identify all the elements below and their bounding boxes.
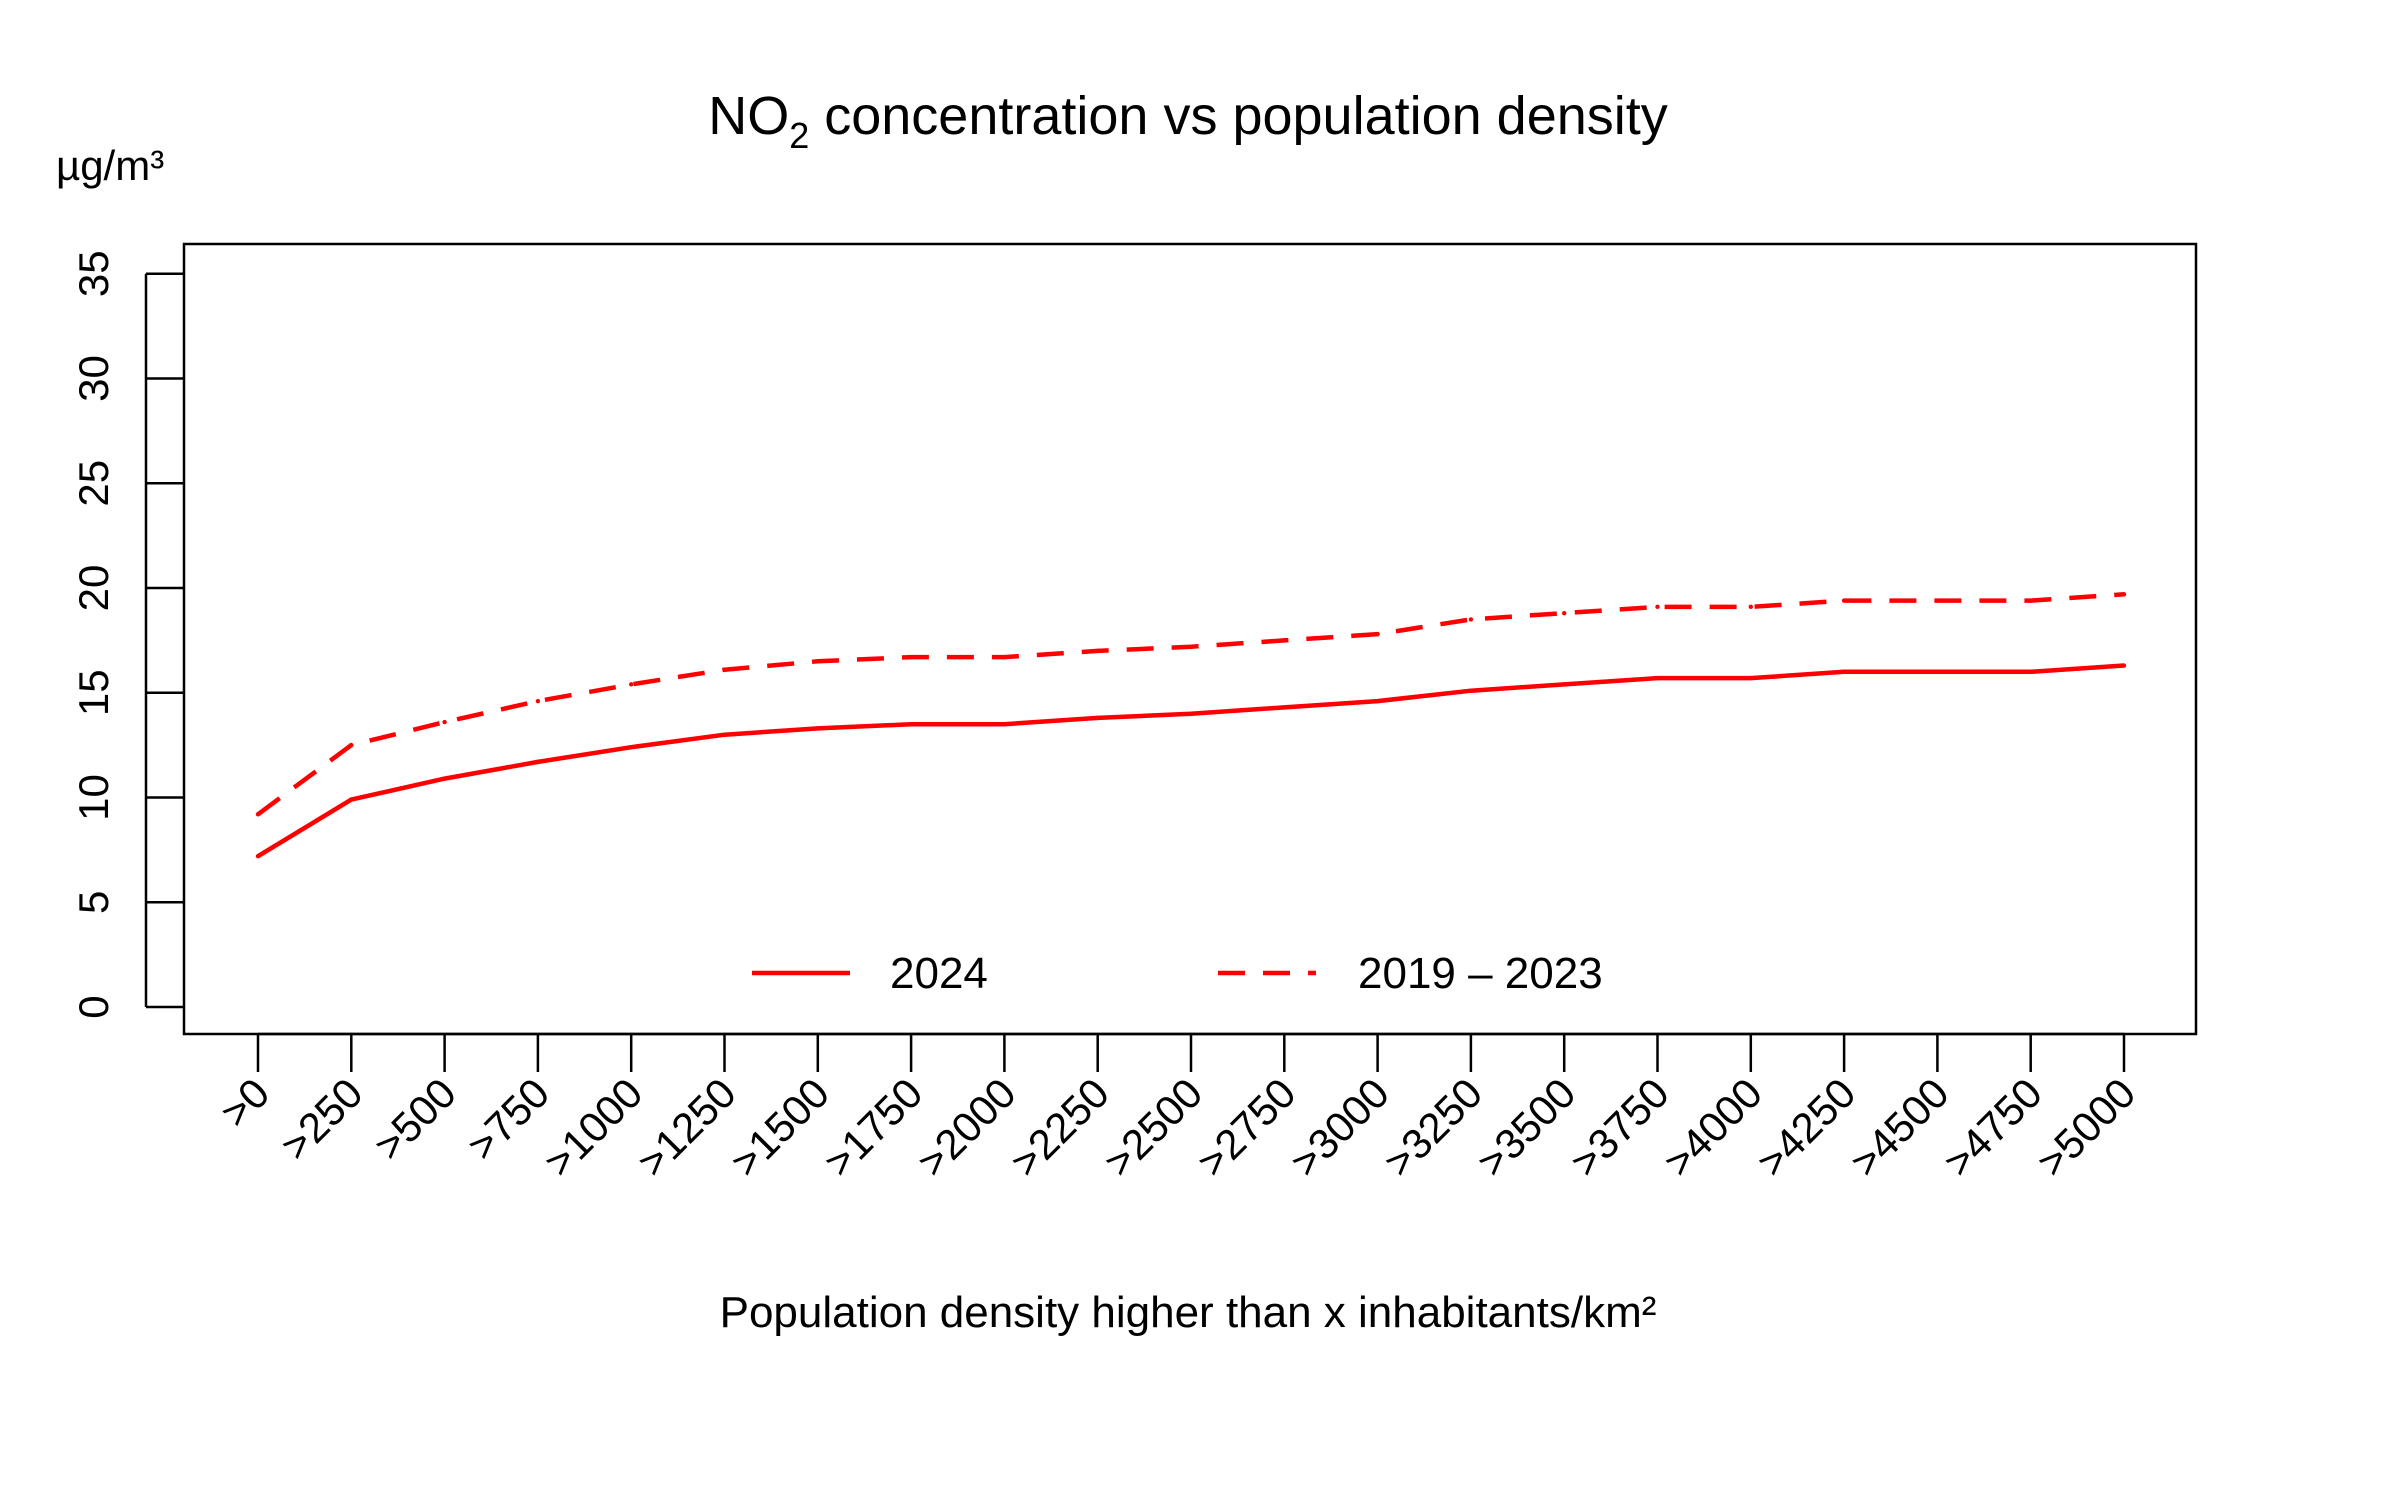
series-1-point bbox=[1282, 638, 1287, 643]
series-1-point bbox=[908, 654, 914, 660]
x-tick-label: >4750 bbox=[1934, 1069, 2051, 1186]
y-tick-label: 0 bbox=[70, 995, 117, 1018]
series-0-point bbox=[908, 721, 914, 727]
x-tick-label: >1750 bbox=[815, 1069, 932, 1186]
series-0-point bbox=[442, 776, 447, 781]
x-tick-label: >1250 bbox=[628, 1069, 745, 1186]
series-1-point bbox=[1841, 598, 1847, 603]
series-layer bbox=[255, 592, 2127, 859]
x-tick-label: >3750 bbox=[1561, 1069, 1678, 1186]
series-0-point bbox=[1002, 721, 1007, 727]
series-0-point bbox=[1562, 682, 1567, 687]
series-0-point bbox=[1841, 669, 1847, 674]
series-1-point bbox=[535, 698, 541, 704]
series-line-1 bbox=[256, 592, 2125, 817]
legend-label-0: 2024 bbox=[890, 949, 988, 998]
series-0-point bbox=[255, 853, 261, 859]
x-axis: >0>250>500>750>1000>1250>1500>1750>2000>… bbox=[211, 1032, 2145, 1186]
series-1-point bbox=[1468, 617, 1474, 622]
series-0-point bbox=[722, 732, 727, 737]
x-tick-label: >4500 bbox=[1841, 1069, 1958, 1186]
series-1-point bbox=[722, 667, 727, 672]
series-1-point bbox=[2028, 598, 2033, 603]
x-tick-label: >2000 bbox=[908, 1069, 1025, 1186]
series-0-point bbox=[1188, 711, 1194, 716]
series-1-point bbox=[1375, 631, 1380, 637]
y-tick-label: 5 bbox=[70, 891, 117, 914]
series-1-point bbox=[1188, 644, 1194, 649]
legend-label-1: 2019 – 2023 bbox=[1358, 949, 1603, 998]
series-0-point bbox=[1282, 705, 1287, 710]
x-tick-label: >1000 bbox=[535, 1069, 652, 1186]
series-1-point bbox=[1002, 654, 1007, 660]
series-1-point bbox=[349, 742, 354, 748]
legend: 2024 2019 – 2023 bbox=[752, 949, 1603, 998]
series-0-point bbox=[1095, 715, 1100, 721]
series-0-point bbox=[1655, 675, 1660, 681]
series-1-point bbox=[1935, 598, 1940, 603]
y-tick-label: 30 bbox=[70, 355, 117, 402]
series-1-point bbox=[442, 719, 447, 725]
x-tick-label: >250 bbox=[272, 1069, 372, 1169]
y-axis: 0 5 10 15 20 25 30 35 bbox=[70, 250, 184, 1019]
series-0-point bbox=[535, 759, 541, 765]
series-0-point bbox=[1468, 688, 1474, 693]
x-tick-label: >3000 bbox=[1281, 1069, 1398, 1186]
series-1-point bbox=[2121, 592, 2127, 597]
series-1-point bbox=[1655, 604, 1660, 610]
x-tick-label: >2500 bbox=[1095, 1069, 1212, 1186]
series-0-point bbox=[815, 726, 820, 731]
y-tick-label: 20 bbox=[70, 565, 117, 612]
y-tick-label: 35 bbox=[70, 250, 117, 297]
x-tick-label: >0 bbox=[211, 1069, 278, 1136]
x-tick-label: >500 bbox=[365, 1069, 465, 1169]
series-0-point bbox=[1748, 675, 1754, 681]
series-1-point bbox=[1095, 648, 1100, 654]
x-tick-label: >2750 bbox=[1188, 1069, 1305, 1186]
series-0-point bbox=[2028, 669, 2033, 674]
series-0-point bbox=[2121, 663, 2127, 668]
x-tick-label: >4250 bbox=[1748, 1069, 1865, 1186]
x-tick-label: >5000 bbox=[2028, 1069, 2145, 1186]
y-tick-label: 15 bbox=[70, 669, 117, 716]
series-0-point bbox=[349, 797, 354, 802]
x-tick-label: >3500 bbox=[1468, 1069, 1585, 1186]
x-axis-label: Population density higher than x inhabit… bbox=[720, 1288, 1657, 1337]
series-0-point bbox=[629, 745, 634, 750]
y-tick-label: 25 bbox=[70, 460, 117, 507]
y-tick-label: 10 bbox=[70, 774, 117, 821]
series-0-point bbox=[1375, 698, 1380, 704]
y-axis-unit: µg/m³ bbox=[56, 142, 164, 189]
series-1-point bbox=[255, 812, 261, 817]
series-1-point bbox=[815, 659, 820, 664]
series-1-point bbox=[1562, 610, 1567, 616]
x-tick-label: >4000 bbox=[1655, 1069, 1772, 1186]
x-tick-label: >3250 bbox=[1375, 1069, 1492, 1186]
plot-frame bbox=[182, 242, 2198, 1036]
x-tick-label: >2250 bbox=[1001, 1069, 1118, 1186]
chart-title: NO2 concentration vs population density bbox=[708, 86, 1668, 156]
series-0-point bbox=[1935, 669, 1940, 674]
x-tick-label: >1500 bbox=[722, 1069, 839, 1186]
series-1-point bbox=[1748, 604, 1754, 610]
series-1-point bbox=[629, 682, 634, 687]
